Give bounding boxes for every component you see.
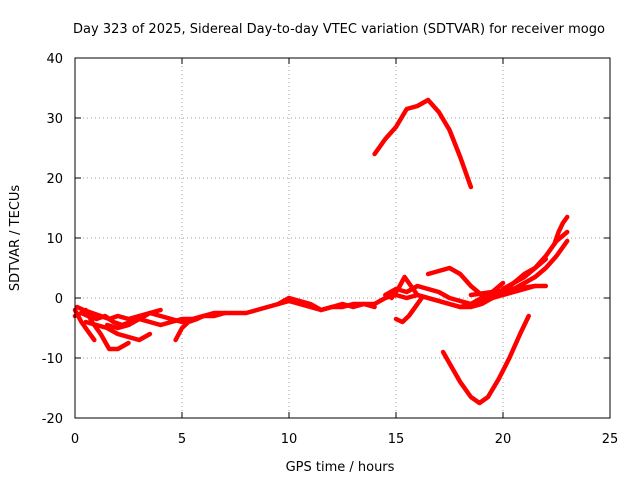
axes: 0 5 10 15 20 25 -20 -10 0 10 20 30 40	[42, 52, 619, 447]
x-tick-label: 25	[602, 432, 619, 447]
series-line-track-17	[440, 313, 531, 406]
series-line-track-3	[72, 307, 97, 343]
series-line-track-7	[173, 313, 206, 343]
x-tick-label: 15	[388, 432, 405, 447]
y-tick-label: 10	[46, 232, 63, 247]
y-tick-label: 0	[55, 292, 63, 307]
x-tick-label: 10	[281, 432, 298, 447]
x-tick-label: 0	[71, 432, 79, 447]
y-tick-label: -10	[42, 352, 63, 367]
series-line-track-16	[372, 97, 474, 190]
series-line-track-14	[552, 214, 570, 247]
series-line-track-9	[383, 238, 570, 307]
series-line-track-6	[104, 307, 163, 331]
x-axis-label: GPS time / hours	[286, 460, 395, 475]
chart-title: Day 323 of 2025, Sidereal Day-to-day VTE…	[73, 22, 605, 37]
y-tick-label: -20	[42, 412, 63, 427]
series-line-track-15	[468, 283, 538, 298]
x-tick-label: 20	[495, 432, 512, 447]
series-line-track-11	[393, 295, 424, 325]
data-series-group	[72, 97, 570, 406]
y-tick-label: 20	[46, 172, 63, 187]
series-line-track-5	[83, 319, 153, 343]
series-line-track-4	[83, 307, 131, 352]
grid-lines	[75, 58, 610, 418]
y-tick-label: 30	[46, 112, 63, 127]
y-axis-label: SDTVAR / TECUs	[8, 185, 23, 292]
y-tick-label: 40	[46, 52, 63, 67]
x-tick-label: 5	[178, 432, 186, 447]
